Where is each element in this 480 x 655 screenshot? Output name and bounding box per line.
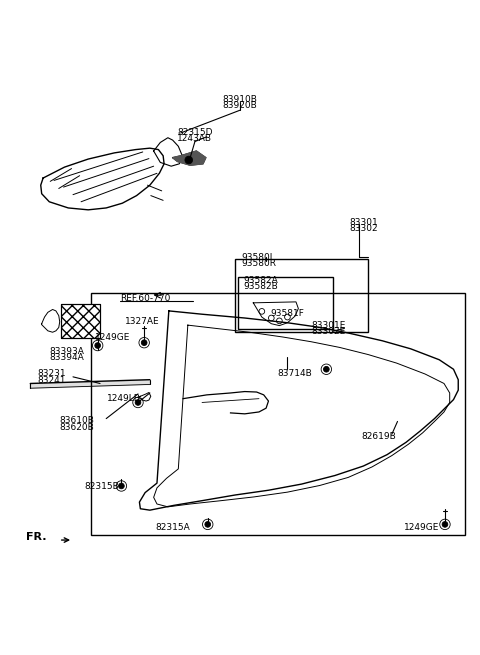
Text: 83714B: 83714B <box>277 369 312 379</box>
Bar <box>60 304 99 338</box>
Circle shape <box>185 157 192 164</box>
Text: 83394A: 83394A <box>49 353 84 362</box>
Text: 82315A: 82315A <box>155 523 190 533</box>
Text: 1249LB: 1249LB <box>107 394 141 403</box>
Text: 83302: 83302 <box>349 224 378 233</box>
Text: 83231: 83231 <box>37 369 66 379</box>
Text: 1249GE: 1249GE <box>404 523 439 533</box>
Text: 83241: 83241 <box>37 376 65 384</box>
Text: 83920B: 83920B <box>223 102 257 111</box>
Bar <box>91 293 466 535</box>
Polygon shape <box>173 151 206 165</box>
Text: 1243AB: 1243AB <box>178 134 212 143</box>
Bar <box>235 259 368 332</box>
Circle shape <box>141 340 147 346</box>
Text: 83393A: 83393A <box>49 346 84 356</box>
Text: 93580L: 93580L <box>241 253 275 262</box>
Polygon shape <box>30 380 150 388</box>
Circle shape <box>119 483 124 489</box>
Text: 93581F: 93581F <box>271 309 305 318</box>
Text: 83301E: 83301E <box>311 321 346 330</box>
Bar <box>60 304 99 338</box>
Circle shape <box>95 343 100 348</box>
Text: 83301: 83301 <box>349 217 378 227</box>
Text: REF.60-770: REF.60-770 <box>120 293 171 303</box>
Text: 1249GE: 1249GE <box>96 333 131 343</box>
Text: 82315B: 82315B <box>84 482 119 491</box>
Text: 83620B: 83620B <box>60 422 95 432</box>
Polygon shape <box>42 309 60 332</box>
Circle shape <box>324 366 329 372</box>
Text: 93582B: 93582B <box>244 282 278 291</box>
Circle shape <box>442 521 448 527</box>
Text: 83302E: 83302E <box>311 328 346 336</box>
Circle shape <box>205 521 211 527</box>
Circle shape <box>135 400 141 405</box>
Text: 82315D: 82315D <box>178 128 213 136</box>
Text: 93580R: 93580R <box>241 259 276 268</box>
Bar <box>238 277 333 329</box>
Text: 1327AE: 1327AE <box>125 317 160 326</box>
Text: 83910B: 83910B <box>223 95 257 104</box>
Text: FR.: FR. <box>25 533 46 542</box>
Text: 82619B: 82619B <box>361 432 396 441</box>
Text: 83610B: 83610B <box>60 417 95 426</box>
Text: 93582A: 93582A <box>244 276 278 284</box>
